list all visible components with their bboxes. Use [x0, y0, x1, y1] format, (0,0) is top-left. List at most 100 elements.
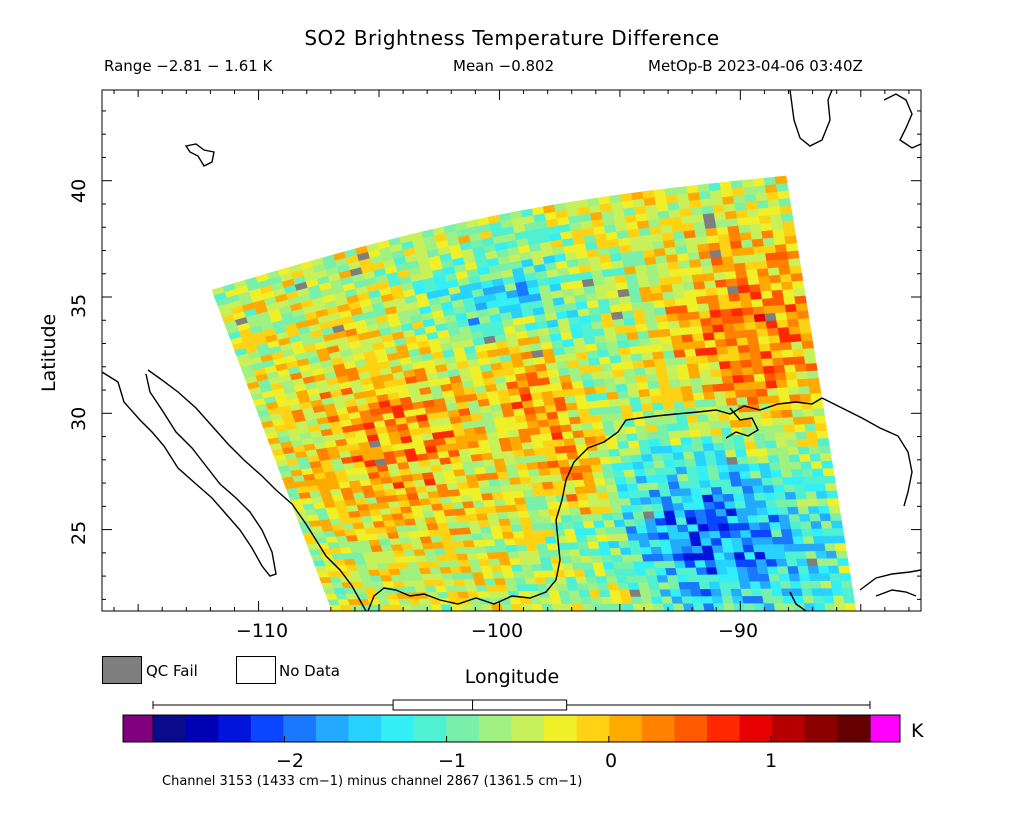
swath-pixel	[753, 313, 767, 323]
swath-pixel	[742, 374, 756, 384]
swath-pixel	[782, 356, 796, 366]
swath-pixel	[564, 487, 577, 496]
swath-pixel	[697, 362, 711, 372]
swath-pixel	[604, 569, 617, 577]
swath-pixel	[804, 483, 817, 493]
swath-pixel	[589, 506, 603, 515]
swath-pixel	[757, 336, 771, 345]
swath-pixel	[659, 277, 673, 287]
swath-pixel	[656, 525, 669, 534]
swath-pixel	[619, 589, 632, 598]
swath-pixel	[678, 531, 691, 540]
swath-pixel	[502, 531, 515, 540]
swath-pixel	[685, 466, 699, 475]
swath-pixel	[792, 476, 805, 486]
swath-pixel	[639, 345, 653, 354]
swath-pixel	[768, 274, 782, 284]
swath-pixel	[724, 210, 738, 221]
swath-pixel	[784, 303, 798, 313]
swath-pixel	[592, 562, 605, 571]
swath-pixel	[758, 215, 772, 225]
swath-pixel	[772, 297, 786, 307]
swath-pixel	[644, 417, 657, 427]
swath-pixel	[766, 387, 780, 397]
swath-pixel	[700, 487, 713, 496]
swath-pixel	[825, 490, 839, 500]
swath-pixel	[802, 476, 816, 485]
swath-pixel	[545, 495, 558, 504]
swath-pixel	[835, 550, 848, 559]
swath-pixel	[807, 566, 820, 575]
swath-pixel	[672, 290, 686, 300]
swath-pixel	[573, 387, 586, 397]
swath-pixel	[696, 465, 709, 474]
swath-pixel	[828, 565, 841, 574]
swath-pixel	[630, 454, 644, 463]
swath-pixel	[577, 408, 591, 418]
swath-pixel	[670, 335, 684, 344]
swath-pixel	[678, 319, 692, 329]
swath-pixel	[710, 538, 723, 547]
swath-pixel	[743, 603, 756, 611]
swath-pixel	[498, 478, 512, 487]
swath-pixel	[522, 448, 536, 458]
swath-pixel	[708, 420, 722, 430]
swath-pixel	[749, 223, 763, 233]
swath-pixel	[751, 238, 765, 248]
swath-pixel	[672, 503, 685, 512]
swath-pixel	[689, 589, 703, 598]
swath-pixel	[822, 468, 835, 477]
swath-pixel	[626, 483, 640, 492]
swath-pixel	[663, 510, 676, 519]
swath-pixel	[809, 513, 822, 522]
swath-pixel	[678, 481, 691, 490]
swath-pixel	[710, 317, 724, 326]
swath-pixel	[708, 361, 721, 371]
swath-pixel	[638, 286, 652, 296]
swath-pixel	[550, 474, 564, 483]
swath-pixel	[814, 603, 827, 611]
swath-pixel	[606, 391, 620, 401]
swath-pixel	[771, 417, 785, 427]
swath-pixel	[567, 500, 581, 509]
swath-pixel	[410, 604, 424, 611]
swath-pixel	[693, 451, 706, 460]
swath-pixel	[634, 568, 648, 577]
colorbar-segment	[413, 715, 447, 742]
swath-pixel	[500, 443, 514, 453]
swath-pixel	[449, 495, 463, 504]
swath-pixel	[500, 525, 514, 533]
swath-pixel	[689, 377, 703, 387]
swath-pixel	[723, 552, 736, 561]
swath-pixel	[558, 549, 572, 558]
swath-pixel	[621, 554, 634, 563]
swath-pixel	[795, 303, 809, 313]
swath-pixel	[762, 365, 776, 375]
y-tick-label: 35	[68, 293, 90, 318]
swath-pixel	[510, 564, 524, 573]
swath-pixel	[763, 176, 777, 187]
swath-pixel	[739, 292, 752, 302]
swath-pixel	[493, 458, 507, 467]
y-tick-label: 30	[68, 406, 90, 431]
swath-pixel	[719, 530, 732, 539]
swath-pixel	[741, 307, 755, 316]
swath-pixel	[566, 583, 580, 592]
swath-pixel	[769, 462, 782, 472]
swath-pixel	[713, 271, 727, 281]
swath-pixel	[463, 507, 477, 516]
swath-pixel	[546, 411, 560, 421]
swath-pixel	[582, 562, 595, 571]
swath-pixel	[612, 470, 626, 479]
swath-pixel	[722, 493, 736, 503]
swath-pixel	[784, 551, 797, 560]
swath-pixel	[594, 527, 608, 536]
swath-pixel	[699, 317, 713, 327]
swath-pixel	[581, 471, 595, 481]
swath-pixel	[824, 603, 837, 611]
swath-pixel	[732, 375, 745, 384]
swath-pixel	[732, 315, 745, 325]
swath-pixel	[651, 453, 665, 462]
swath-pixel	[682, 282, 696, 292]
swath-pixel	[758, 463, 772, 472]
